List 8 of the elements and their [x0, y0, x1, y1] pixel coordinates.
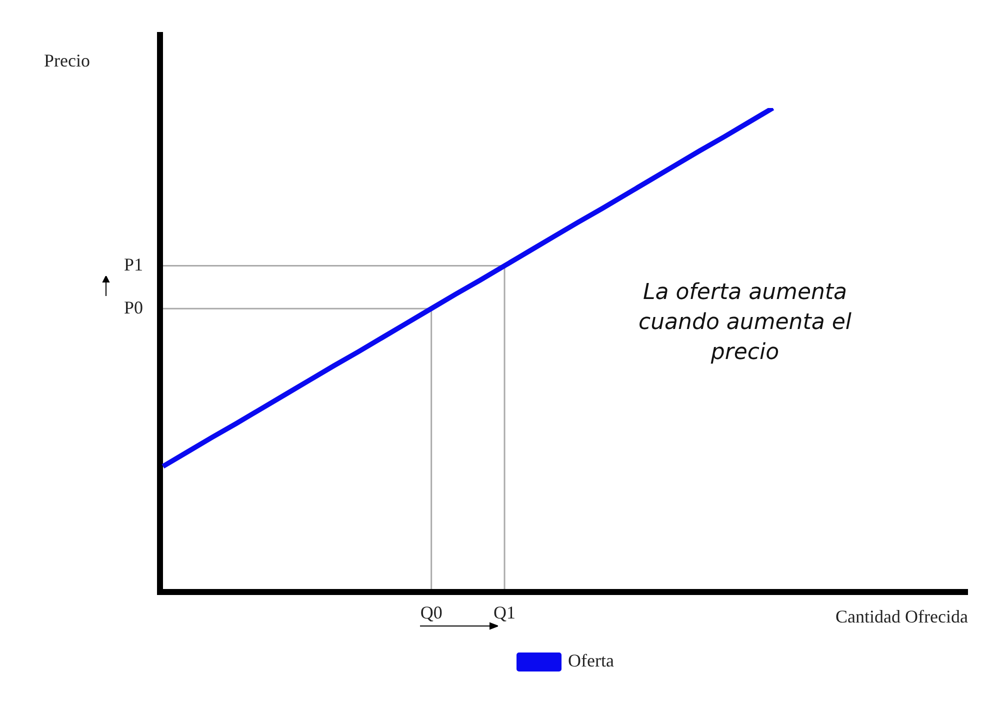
y-axis-title: Precio [44, 50, 90, 71]
x-axis-title: Cantidad Ofrecida [836, 606, 968, 627]
x-tick-label: Q1 [494, 602, 516, 623]
x-tick-label: Q0 [420, 602, 442, 623]
annotation: La oferta aumenta cuando aumenta el precio [638, 279, 852, 367]
legend-label: Oferta [568, 650, 614, 671]
ref-line-label: P0 [124, 297, 143, 318]
ref-line-label: P1 [124, 254, 143, 274]
